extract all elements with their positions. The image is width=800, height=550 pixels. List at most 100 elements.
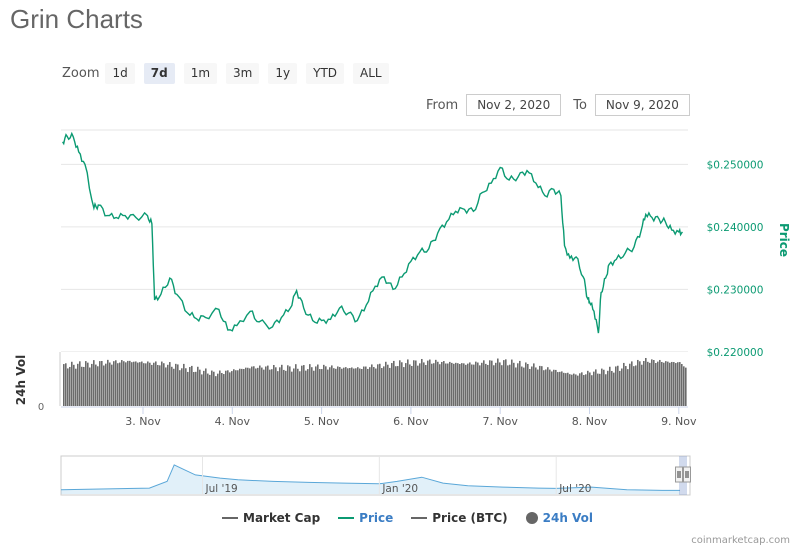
volume-bar xyxy=(623,362,625,406)
volume-bar xyxy=(387,364,389,406)
zoom-3m-button[interactable]: 3m xyxy=(226,62,260,84)
zoom-1y-button[interactable]: 1y xyxy=(268,62,298,84)
to-label: To xyxy=(573,97,587,113)
volume-bar xyxy=(297,368,299,406)
volume-bar xyxy=(181,368,183,406)
volume-bar xyxy=(307,369,309,406)
volume-bar xyxy=(587,370,589,406)
volume-bar xyxy=(137,362,139,406)
volume-bar xyxy=(441,361,443,406)
from-label: From xyxy=(426,97,459,113)
volume-bar xyxy=(239,368,241,406)
volume-bar xyxy=(493,365,495,406)
volume-bar xyxy=(615,366,617,406)
volume-bar xyxy=(547,367,549,406)
volume-bar xyxy=(105,363,107,406)
volume-bar xyxy=(539,365,541,406)
volume-bar xyxy=(77,363,79,406)
legend: Market Cap Price Price (BTC) 24h Vol xyxy=(222,511,611,525)
volume-bar xyxy=(179,370,181,406)
volume-bar xyxy=(169,362,171,406)
volume-bar xyxy=(521,366,523,406)
volume-bar xyxy=(153,362,155,406)
navigator-tick-label: Jul '19 xyxy=(204,483,237,495)
volume-bar xyxy=(613,372,615,406)
grid-lines xyxy=(61,129,688,353)
navigator[interactable]: Jul '19 Jan '20 Jul '20 xyxy=(60,455,691,496)
volume-bar xyxy=(409,364,411,406)
volume-bar xyxy=(91,363,93,406)
to-date-input[interactable]: Nov 9, 2020 xyxy=(594,94,690,116)
page-title: Grin Charts xyxy=(10,4,143,34)
volume-bar xyxy=(485,363,487,406)
volume-bar xyxy=(443,361,445,406)
legend-24h-vol[interactable]: 24h Vol xyxy=(525,511,593,525)
volume-bar xyxy=(589,372,591,406)
volume-bar xyxy=(563,372,565,406)
volume-bar xyxy=(649,362,651,406)
volume-bar xyxy=(469,362,471,406)
volume-bar xyxy=(195,371,197,406)
volume-bar xyxy=(63,364,65,406)
volume-bar xyxy=(495,362,497,406)
legend-price-btc-swatch xyxy=(411,517,428,519)
volume-bar xyxy=(361,368,363,406)
volume-bar xyxy=(573,373,575,406)
legend-price[interactable]: Price xyxy=(338,511,393,525)
legend-market-cap[interactable]: Market Cap xyxy=(222,511,320,525)
volume-bar xyxy=(75,368,77,406)
volume-bar xyxy=(329,367,331,406)
credits[interactable]: coinmarketcap.com xyxy=(691,535,790,546)
volume-bar xyxy=(685,367,687,406)
volume-bar xyxy=(237,370,239,406)
volume-bar xyxy=(321,369,323,406)
volume-bar xyxy=(681,364,683,406)
volume-bar xyxy=(523,367,525,406)
navigator-frame xyxy=(60,455,691,496)
volume-bar xyxy=(303,365,305,406)
volume-bar xyxy=(115,360,117,406)
volume-bar xyxy=(645,357,647,406)
volume-bar xyxy=(603,369,605,406)
zoom-all-button[interactable]: ALL xyxy=(353,62,389,84)
zoom-1d-button[interactable]: 1d xyxy=(105,62,135,84)
volume-bar xyxy=(425,364,427,406)
volume-bar xyxy=(193,372,195,406)
volume-bar xyxy=(527,363,529,406)
volume-bar xyxy=(619,370,621,406)
volume-bar xyxy=(163,363,165,406)
volume-bar xyxy=(247,367,249,406)
volume-bar xyxy=(253,366,255,406)
volume-bar xyxy=(333,368,335,406)
volume-bar xyxy=(489,360,491,406)
volume-bar xyxy=(665,361,667,406)
volume-bar xyxy=(375,368,377,406)
volume-bar xyxy=(335,368,337,406)
zoom-1m-button[interactable]: 1m xyxy=(183,62,218,84)
navigator-handle[interactable] xyxy=(683,466,691,483)
volume-bar xyxy=(217,373,219,406)
volume-bar xyxy=(445,363,447,406)
volume-bar xyxy=(317,364,319,406)
volume-bar xyxy=(173,368,175,406)
zoom-ytd-button[interactable]: YTD xyxy=(306,62,345,84)
volume-bar xyxy=(99,361,101,406)
navigator-handle[interactable] xyxy=(675,466,683,483)
volume-bar xyxy=(89,367,91,406)
volume-bar xyxy=(593,371,595,406)
x-tick-label: 7. Nov xyxy=(482,415,518,428)
volume-bar xyxy=(291,371,293,406)
volume-bar xyxy=(503,360,505,406)
volume-bar xyxy=(363,366,365,406)
volume-bar xyxy=(473,364,475,406)
volume-bar xyxy=(583,375,585,406)
legend-price-btc[interactable]: Price (BTC) xyxy=(411,511,508,525)
volume-bar xyxy=(497,358,499,406)
zoom-7d-button[interactable]: 7d xyxy=(143,62,175,84)
from-date-input[interactable]: Nov 2, 2020 xyxy=(466,94,562,116)
volume-bar xyxy=(147,361,149,406)
y-tick-label: $0.220000 xyxy=(707,347,764,359)
price-line[interactable] xyxy=(62,131,683,334)
volume-bar xyxy=(679,362,681,406)
